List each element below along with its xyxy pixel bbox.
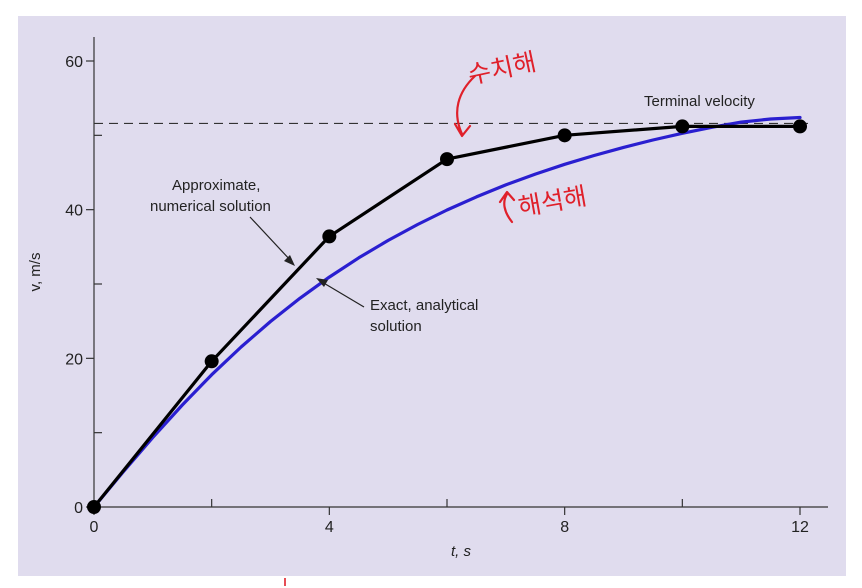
analytical-solution-label-line2: solution (370, 318, 422, 335)
data-point-numerical (204, 354, 219, 369)
axes (93, 37, 828, 508)
numerical-solution-label-line2: numerical solution (150, 198, 271, 215)
data-point-numerical (87, 500, 101, 514)
analytical-solution-label-line1: Exact, analytical (370, 297, 478, 314)
analytical-solution-arrow (316, 278, 365, 308)
series-markers-numerical (87, 119, 807, 514)
y-tick-label: 60 (65, 54, 83, 71)
numerical-solution-arrow (249, 216, 295, 266)
handwritten-numerical-arrow (453, 74, 477, 138)
x-tick-label: 0 (90, 519, 99, 536)
y-tick-label: 40 (65, 203, 83, 220)
plot-background (18, 16, 846, 576)
data-point-numerical (675, 119, 690, 134)
numerical-solution-label-line1: Approximate, (172, 177, 260, 194)
y-tick-label: 0 (74, 500, 83, 517)
terminal-velocity-label: Terminal velocity (644, 93, 755, 110)
x-tick-label: 12 (791, 519, 809, 536)
data-point-numerical (440, 152, 454, 167)
x-axis-label: t, s (451, 543, 472, 560)
handwritten-analytical-arrow (498, 190, 516, 224)
y-tick-label: 20 (65, 351, 83, 368)
ticks: 0 4 8 12 0 20 40 60 (65, 54, 809, 536)
x-tick-label: 4 (325, 519, 334, 536)
data-point-numerical (322, 229, 337, 244)
x-tick-label: 8 (560, 519, 569, 536)
data-point-numerical (557, 128, 572, 143)
y-axis-label: v, m/s (27, 253, 44, 292)
data-point-numerical (793, 119, 807, 134)
